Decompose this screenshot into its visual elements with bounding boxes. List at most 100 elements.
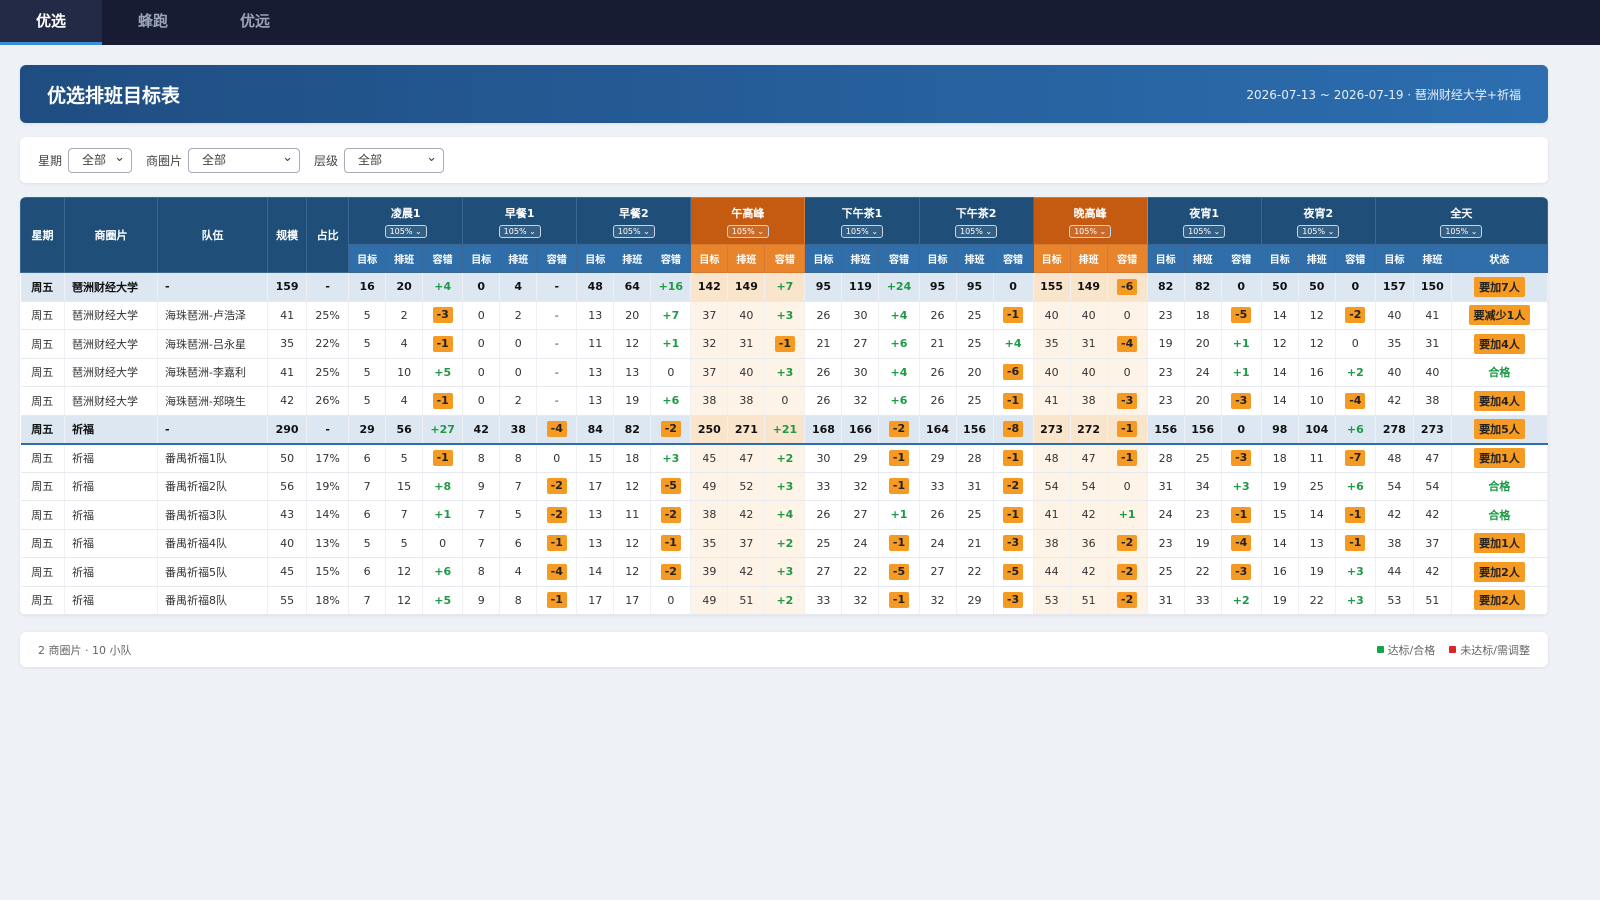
tolerance-positive: +3 [776,479,794,493]
cell: 周五 [20,443,66,473]
nav-tab[interactable]: 优远 [239,12,270,30]
cell: 22 [956,557,994,587]
cell: +4 [993,329,1034,359]
cell: 34 [1184,472,1222,501]
tolerance-badge: -1 [1117,450,1138,466]
tolerance-positive: +6 [434,565,452,579]
cell: 19% [306,472,350,501]
tolerance-positive: +16 [658,280,684,294]
cell: 0 [499,329,538,359]
cell: +16 [650,272,692,302]
rate-value: 105% [1188,226,1212,236]
cell: -1 [993,500,1034,530]
cell: -4 [536,557,578,587]
period-rate-select[interactable]: 105% ⌄ [612,224,655,238]
sub-header: 容错 [764,244,806,273]
cell: 273 [1033,415,1071,445]
cell: 海珠琶洲-李嘉利 [157,358,269,387]
cell: 10 [1298,386,1336,416]
schedule-table: 星期 商圈片 队伍 规模 占比 凌晨1 105% ⌄ 早餐1 105% ⌄ 早餐2 105% ⌄ 午高… [20,197,1548,615]
period-rate-select[interactable]: 105% ⌄ [954,224,998,238]
cell: 14 [576,557,615,587]
rate-value: 105% [731,226,755,236]
cell: 番禺祈福1队 [157,443,269,473]
period-rate-select[interactable]: 105% ⌄ [1069,224,1112,238]
cell: +3 [764,557,806,587]
cell: 30 [804,443,843,473]
tolerance-positive: +3 [776,565,794,579]
cell: 44 [1375,557,1414,587]
sub-header: 目标 [462,244,501,273]
tolerance-positive: +1 [1232,365,1250,379]
sub-header: 容错 [1220,244,1262,273]
nav-tab[interactable]: 优选 [0,0,102,45]
cell: -3 [1221,443,1262,473]
cell: -2 [650,500,692,530]
cell: 19 [1298,557,1336,587]
tolerance-positive: +1 [890,508,908,522]
cell: 19 [1261,586,1299,615]
filter-select[interactable]: 全部 ⌄ [188,147,301,173]
period-header: 夜宵2 105% ⌄ [1260,197,1376,245]
cell: 4 [499,272,538,302]
cell: 7 [348,472,387,501]
cell: 64 [613,272,652,302]
data-row: 周五 琶洲财经大学 海珠琶洲-郑晓生 42 26% 5 4 -1 0 2-13 19 +6 38 38 0 2… [20,386,1548,416]
tolerance-badge: -3 [1117,392,1138,409]
cell: 番禺祈福5队 [157,557,269,587]
period-rate-select[interactable]: 105% ⌄ [840,224,884,238]
tolerance-positive: +6 [1346,479,1364,493]
tolerance-badge: -1 [1345,506,1366,523]
period-rate-select[interactable]: 105% ⌄ [1297,224,1340,238]
dropdown-arrow: ⌄ [1468,226,1478,236]
filter-select[interactable]: 全部 ⌄ [344,147,445,173]
sub-header: 排班 [1183,244,1222,273]
cell: -3 [1107,386,1148,416]
tolerance-badge: -1 [774,335,796,352]
cell: 2 [499,386,538,416]
cell: 21 [919,329,957,359]
cell: -2 [1107,586,1148,615]
tolerance-badge: -5 [660,478,681,495]
tolerance-positive: +5 [434,365,452,379]
cell: 31 [1413,329,1452,359]
period-rate-select[interactable]: 105% ⌄ [1183,224,1226,238]
cell: 119 [841,272,880,302]
legend-item: 未达标/需调整 [1449,642,1530,658]
cell: 31 [1147,586,1185,615]
cell: 37 [690,358,729,387]
sub-header: 容错 [1106,244,1148,273]
cell: 272 [1070,415,1108,445]
cell: 29 [956,586,994,615]
period-rate-select[interactable]: 105% ⌄ [384,224,427,238]
cell: 36 [1070,529,1108,558]
cell: 149 [727,272,766,302]
tolerance-badge: -1 [432,335,453,352]
cell: 4 [385,386,424,416]
cell: +4 [878,358,920,387]
period-rate-select[interactable]: 105% ⌄ [498,224,541,238]
legend-swatch [1449,646,1457,653]
cell: 24 [841,529,880,558]
cell: 6 [499,529,538,558]
cell: 琶洲财经大学 [64,272,159,302]
period-rate-select[interactable]: 105% ⌄ [1440,224,1483,238]
cell: 周五 [20,586,66,615]
cell: 38 [1375,529,1414,558]
column-header: 商圈片 [64,197,159,273]
period-rate-select[interactable]: 105% ⌄ [726,224,769,238]
cell: 26 [919,500,957,530]
cell: 琶洲财经大学 [64,386,159,416]
cell: 47 [1413,443,1452,473]
period-header: 晚高峰 105% ⌄ [1032,197,1148,245]
cell: 7 [348,586,387,615]
nav-tab[interactable]: 蜂跑 [137,12,168,30]
data-row: 周五 祈福 番禺祈福8队 55 18% 7 12 +5 9 8 -1 17 17 0 49 51 +2 33 32-… [20,586,1548,615]
subtotal-row: 周五 祈福 -290-29 56 +27 42 38 -4 84 82 -2 250 271 +21 168… [20,415,1548,445]
status: 合格 [1488,480,1511,494]
cell: 82 [613,415,652,445]
cell: 12 [613,557,652,587]
cell: 番禺祈福2队 [157,472,269,501]
filter-select[interactable]: 全部 ⌄ [68,147,133,173]
cell: +24 [878,272,920,302]
